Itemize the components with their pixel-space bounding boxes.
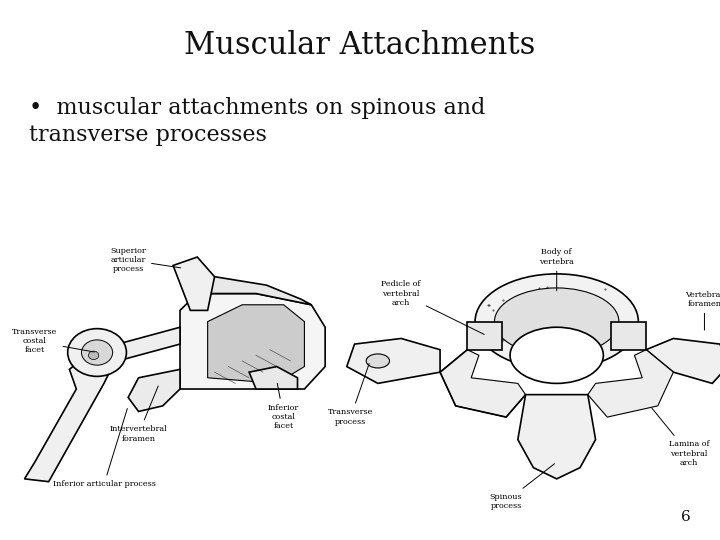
- Text: Pedicle of
vertebral
arch: Pedicle of vertebral arch: [382, 280, 485, 334]
- Polygon shape: [347, 339, 440, 383]
- Polygon shape: [207, 305, 305, 383]
- Text: •  muscular attachments on spinous and
transverse processes: • muscular attachments on spinous and tr…: [29, 97, 485, 146]
- Text: Superior
articular
process: Superior articular process: [110, 247, 181, 273]
- Text: Lamina of
vertebral
arch: Lamina of vertebral arch: [652, 408, 709, 467]
- Text: Body of
vertebra: Body of vertebra: [539, 248, 574, 291]
- Polygon shape: [249, 367, 297, 389]
- Text: Intervertebral
foramen: Intervertebral foramen: [109, 386, 167, 443]
- Polygon shape: [173, 257, 215, 310]
- Text: Transverse
costal
facet: Transverse costal facet: [12, 328, 94, 354]
- Ellipse shape: [510, 327, 603, 383]
- Polygon shape: [128, 369, 180, 411]
- Polygon shape: [440, 350, 526, 417]
- Text: Spinous
process: Spinous process: [490, 464, 554, 510]
- Polygon shape: [24, 358, 111, 482]
- Circle shape: [81, 340, 112, 365]
- Ellipse shape: [475, 274, 639, 369]
- Polygon shape: [518, 395, 595, 479]
- Polygon shape: [180, 294, 325, 389]
- Text: Vertebral
foramen: Vertebral foramen: [685, 291, 720, 330]
- Circle shape: [89, 351, 99, 360]
- Text: Muscular Attachments: Muscular Attachments: [184, 30, 536, 60]
- Text: Inferior articular process: Inferior articular process: [53, 409, 156, 489]
- Polygon shape: [118, 327, 180, 361]
- Text: Inferior
costal
facet: Inferior costal facet: [268, 383, 300, 430]
- Text: 6: 6: [681, 510, 691, 524]
- Text: Transverse
process: Transverse process: [328, 363, 374, 426]
- Polygon shape: [467, 322, 503, 350]
- Polygon shape: [646, 339, 720, 383]
- Polygon shape: [611, 322, 646, 350]
- Ellipse shape: [366, 354, 390, 368]
- Polygon shape: [588, 350, 673, 417]
- Circle shape: [68, 329, 127, 376]
- Polygon shape: [197, 276, 311, 305]
- Ellipse shape: [495, 288, 619, 355]
